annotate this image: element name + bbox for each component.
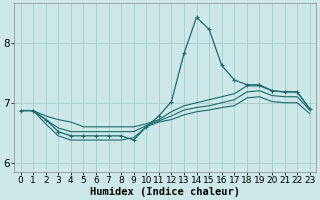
X-axis label: Humidex (Indice chaleur): Humidex (Indice chaleur) <box>90 186 240 197</box>
